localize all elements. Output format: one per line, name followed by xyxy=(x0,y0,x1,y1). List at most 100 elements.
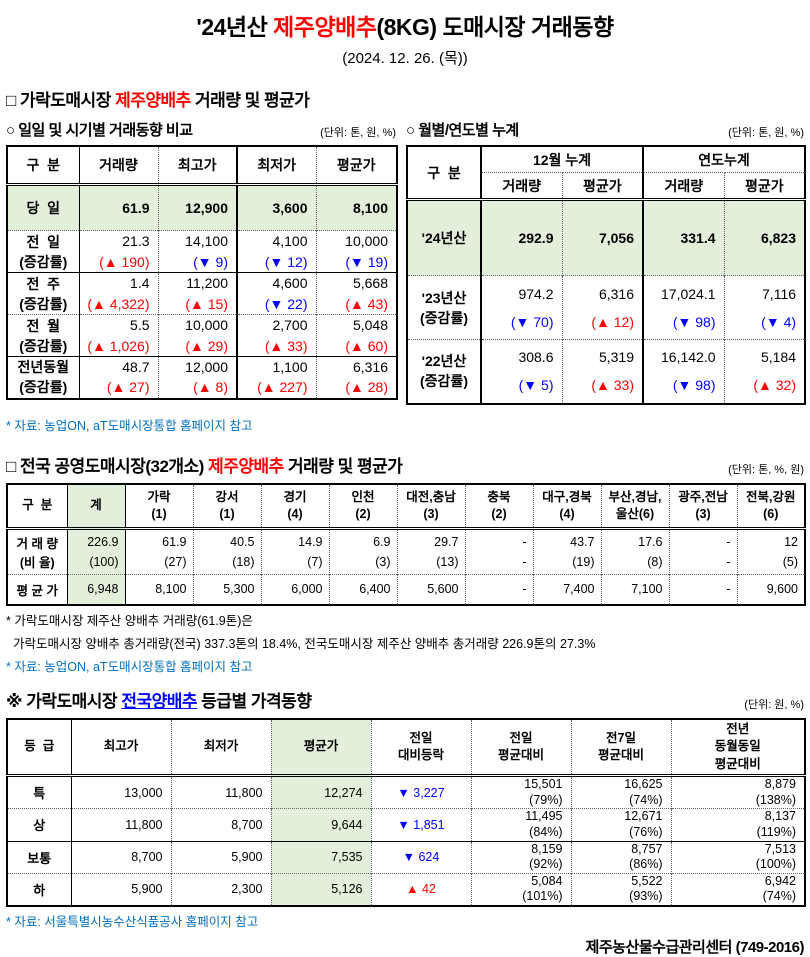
prev-7day-avg-cell: 5,522 (93%) xyxy=(571,873,672,906)
national-data-cell: 8,100 xyxy=(125,574,194,605)
row-label-sub: (증감률) xyxy=(420,373,468,390)
cumulative-row-label: '22년산 (증감률) xyxy=(407,339,482,404)
value-line: 6,942 xyxy=(764,873,796,888)
col-header-line2: (1) xyxy=(219,506,235,521)
section3-unit-label: (단위: 원, %) xyxy=(744,699,804,711)
value-line: 12,000 xyxy=(185,359,228,375)
daily-data-cell: 61.9 xyxy=(79,184,159,231)
daily-data-cell: 11,200 (▲ 15) xyxy=(158,272,238,315)
change-line: (▲ 29) xyxy=(185,337,228,354)
change-line: (▼ 12) xyxy=(264,253,308,270)
daily-data-cell: 5,668 (▲ 43) xyxy=(316,273,397,315)
cumulative-header-label: 구 분 xyxy=(407,146,482,201)
change-line: (▲ 43) xyxy=(345,295,388,312)
document-date: (2024. 12. 26. (목)) xyxy=(342,50,468,67)
daily-subtitle: ○ 일일 및 시기별 거래동향 비교 xyxy=(6,122,193,139)
value-line: 8,137 xyxy=(764,809,796,824)
value-line: 7,513 xyxy=(764,841,796,856)
value-line: 6.9 xyxy=(373,534,391,549)
cumulative-column: ○ 월별/연도별 누계 (단위: 톤, 원, %) 구 분 12월 누계 연도누… xyxy=(406,111,807,405)
daily-row: 전년동월 (증감률) 48.7 (▲ 27) 12,000 (▲ 8) 1,100 (▲ 22… xyxy=(7,356,397,399)
daily-col-header-2: 최고가 xyxy=(158,146,238,186)
national-data-cell: 5,600 xyxy=(397,574,466,605)
daily-row-label: 전 월 (증감률) xyxy=(7,314,80,357)
section1-heading-text: □ 가락도매시장 제주양배추 거래량 및 평균가 xyxy=(6,86,310,111)
daily-row-label: 전 주 (증감률) xyxy=(7,272,80,315)
col-header-line2: (1) xyxy=(151,506,167,521)
daily-column: ○ 일일 및 시기별 거래동향 비교 (단위: 톤, 원, %) 구 분 거래량 최… xyxy=(6,111,398,400)
daily-row: 당 일 61.9 12,900 3,600 8,100 xyxy=(7,184,397,231)
section1-heading-highlight: 제주양배추 xyxy=(115,91,191,110)
col-header-line: 최고가 xyxy=(103,739,139,754)
col-header-line: 전일 xyxy=(409,730,433,745)
col-header-line: 평균대비 xyxy=(714,756,761,771)
document-page: '24년산 제주양배추(8KG) 도매시장 거래동향 (2024. 12. 26… xyxy=(6,8,807,956)
ratio-line: - xyxy=(522,554,527,569)
cumulative-data-cell: 17,024.1 (▼ 98) xyxy=(643,275,725,340)
section1-heading-prefix: □ 가락도매시장 xyxy=(6,91,116,110)
section2-heading-text: □ 전국 공영도매시장(32개소) 제주양배추 거래량 및 평균가 xyxy=(6,452,403,477)
daily-data-cell: 10,000 (▼ 19) xyxy=(316,231,397,273)
change-line: (▼ 4) xyxy=(761,313,797,330)
grade-col-header-0: 등 급 xyxy=(7,719,72,777)
daily-row-label: 전년동월 (증감률) xyxy=(7,356,80,399)
value-line: 17,024.1 xyxy=(661,285,716,302)
value-line: 29.7 xyxy=(434,534,459,549)
col-header-line1: 강서 xyxy=(215,489,239,504)
national-data-cell: 61.9 (27) xyxy=(125,528,194,574)
national-col-header-4: 경기 (4) xyxy=(261,483,330,530)
value-line: - xyxy=(726,534,731,549)
grade-change-cell: ▼ 624 xyxy=(371,841,472,874)
document-title: '24년산 제주양배추(8KG) 도매시장 거래동향 xyxy=(6,8,804,42)
change-line: (▼ 19) xyxy=(345,253,388,270)
col-header-line1: 대전,충남 xyxy=(406,489,456,504)
grade-avg-cell: 9,644 xyxy=(271,808,372,841)
grade-col-header-1: 최고가 xyxy=(71,719,172,777)
section2-unit-label: (단위: 톤, %, 원) xyxy=(728,463,804,476)
daily-data-cell: 12,000 (▲ 8) xyxy=(158,356,238,399)
national-col-header-1: 계 xyxy=(67,483,126,530)
national-data-cell: 12 (5) xyxy=(737,528,806,574)
national-data-cell: 6.9 (3) xyxy=(329,528,398,574)
ratio-line: - xyxy=(726,554,731,569)
change-line: (▼ 98) xyxy=(672,377,716,394)
prev-day-avg-cell: 8,159 (92%) xyxy=(471,841,572,874)
national-col-header-11: 전북,강원 (6) xyxy=(737,483,806,530)
cumulative-row-label: '24년산 xyxy=(407,199,482,276)
value-line: 5,048 xyxy=(352,317,388,334)
change-line: (▲ 15) xyxy=(185,295,228,312)
value-line: 61.9 xyxy=(162,534,187,549)
col-header-line1: 부산,경남, xyxy=(608,489,662,504)
national-data-cell: 29.7 (13) xyxy=(397,528,466,574)
grade-col-header-5: 전일 평균대비 xyxy=(471,719,572,777)
national-data-cell: 7,400 xyxy=(533,574,602,605)
national-row-label: 평 균 가 xyxy=(7,574,68,605)
change-line: (▼ 5) xyxy=(518,377,554,394)
col-header-line2: 울산(6) xyxy=(615,506,655,521)
col-header-line: 전7일 xyxy=(606,730,636,745)
national-data-cell: 14.9 (7) xyxy=(261,528,330,574)
col-header-line1: 구 분 xyxy=(22,498,53,513)
daily-data-cell: 3,600 xyxy=(237,184,317,231)
change-line: (▲ 12) xyxy=(591,313,635,330)
row-label-main: 거 래 량 xyxy=(16,536,58,551)
national-data-cell: 6,948 xyxy=(67,574,126,605)
prev-7day-avg-cell: 12,671 (76%) xyxy=(571,808,672,841)
value-line: 11,200 xyxy=(186,275,228,292)
cumulative-row-label: '23년산 (증감률) xyxy=(407,275,482,340)
national-header-row: 구 분 계 가락 (1) 강서 (1) 경기 (4) 인천 (2) 대전,충남 (3) 충북 (2) 대구,… xyxy=(7,483,806,530)
col-header-line2: (6) xyxy=(763,506,779,521)
value-line: 6,316 xyxy=(352,359,388,375)
value-line: 7,056 xyxy=(598,230,635,246)
col-header-line: 전일 xyxy=(509,730,533,745)
percent-line: (138%) xyxy=(755,792,796,807)
col-header-line: 평균대비 xyxy=(597,748,644,762)
row-label-main: '23년산 xyxy=(421,289,467,306)
ratio-line: (13) xyxy=(436,554,459,569)
grade-avg-cell: 5,126 xyxy=(271,873,372,906)
section3-heading-link[interactable]: 전국양배추 xyxy=(121,692,198,711)
daily-row-label: 전 일 (증감률) xyxy=(7,230,80,273)
national-col-header-7: 충북 (2) xyxy=(465,483,534,530)
col-header-line: 등 급 xyxy=(24,739,55,754)
grade-col-header-7: 전년 동월동일 평균대비 xyxy=(671,719,806,777)
